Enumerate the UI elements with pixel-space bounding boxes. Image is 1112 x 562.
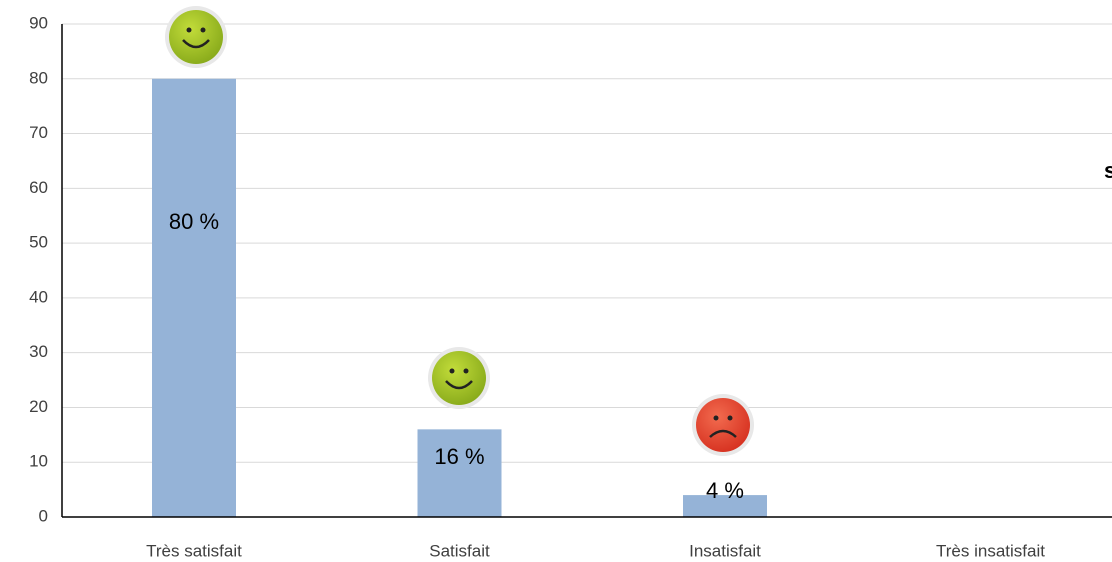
data-label: 4 % <box>706 478 744 503</box>
smiley-icon <box>428 347 490 409</box>
data-label: 16 % <box>434 444 484 469</box>
x-tick-label: Très satisfait <box>146 541 242 560</box>
bar <box>152 78 236 518</box>
smiley-icon <box>165 6 227 68</box>
y-tick-label: 0 <box>39 506 48 525</box>
x-tick-label: Insatisfait <box>689 541 761 560</box>
plot-area: 0 10 20 30 40 50 60 70 80 90 Très satisfait 80 % Sat… <box>29 13 1112 560</box>
frown-icon <box>692 394 754 456</box>
x-tick-label: Très insatisfait <box>936 541 1045 560</box>
bar <box>417 429 502 517</box>
annotation: s <box>1104 158 1112 183</box>
y-tick-label: 20 <box>29 397 48 416</box>
y-tick-label: 80 <box>29 68 48 87</box>
data-label: 80 % <box>169 209 219 234</box>
y-tick-label: 40 <box>29 287 48 306</box>
y-tick-label: 50 <box>29 233 48 252</box>
y-tick-label: 70 <box>29 123 48 142</box>
y-tick-label: 30 <box>29 342 48 361</box>
bar <box>683 495 767 517</box>
y-tick-label: 90 <box>29 13 48 32</box>
y-tick-label: 60 <box>29 178 48 197</box>
x-tick-label: Satisfait <box>429 541 490 560</box>
y-tick-label: 10 <box>29 452 48 471</box>
